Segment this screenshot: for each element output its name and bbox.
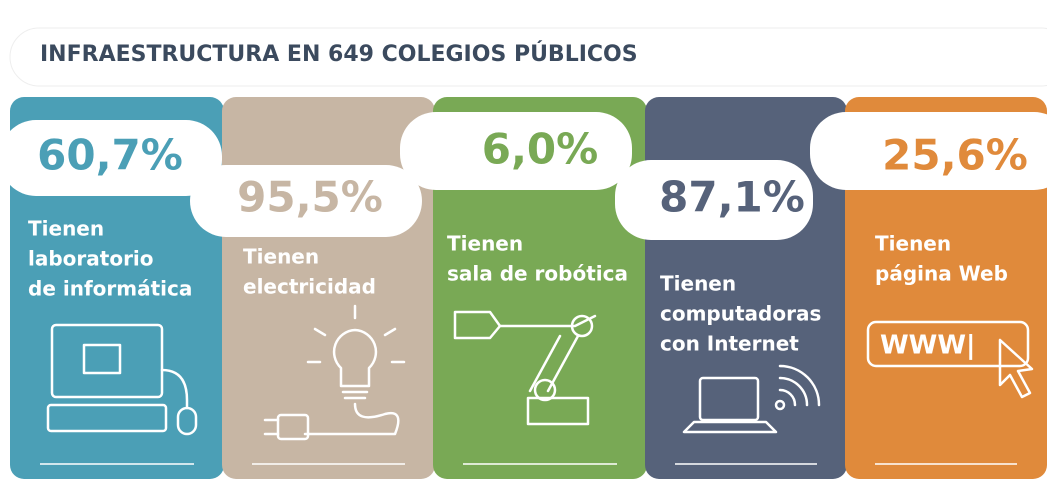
label: Tienen xyxy=(875,232,951,256)
value-box xyxy=(400,112,632,190)
label: Tienen xyxy=(660,272,736,296)
value: 6,0% xyxy=(482,125,598,174)
value: 95,5% xyxy=(237,173,383,222)
label: sala de robótica xyxy=(447,262,628,286)
value-box xyxy=(810,112,1047,190)
card xyxy=(433,97,647,479)
label: de informática xyxy=(28,277,192,301)
value: 25,6% xyxy=(882,131,1028,180)
icons: WWW| xyxy=(46,304,1034,441)
value-box xyxy=(190,165,422,237)
value: 60,7% xyxy=(37,131,183,180)
label: electricidad xyxy=(243,275,376,299)
label: con Internet xyxy=(660,332,799,356)
svg-text:WWW|: WWW| xyxy=(880,331,976,361)
label: Tienen xyxy=(447,232,523,256)
label: Tienen xyxy=(28,217,104,241)
label: Tienen xyxy=(243,245,319,269)
label: computadoras xyxy=(660,302,821,326)
label: página Web xyxy=(875,262,1008,286)
value: 87,1% xyxy=(659,173,805,222)
value-box xyxy=(0,120,222,196)
title-bar xyxy=(9,27,1047,87)
card xyxy=(845,97,1047,479)
value-box xyxy=(615,160,813,240)
title: INFRAESTRUCTURA EN 649 COLEGIOS PÚBLICOS xyxy=(40,41,638,67)
label: laboratorio xyxy=(28,247,154,271)
